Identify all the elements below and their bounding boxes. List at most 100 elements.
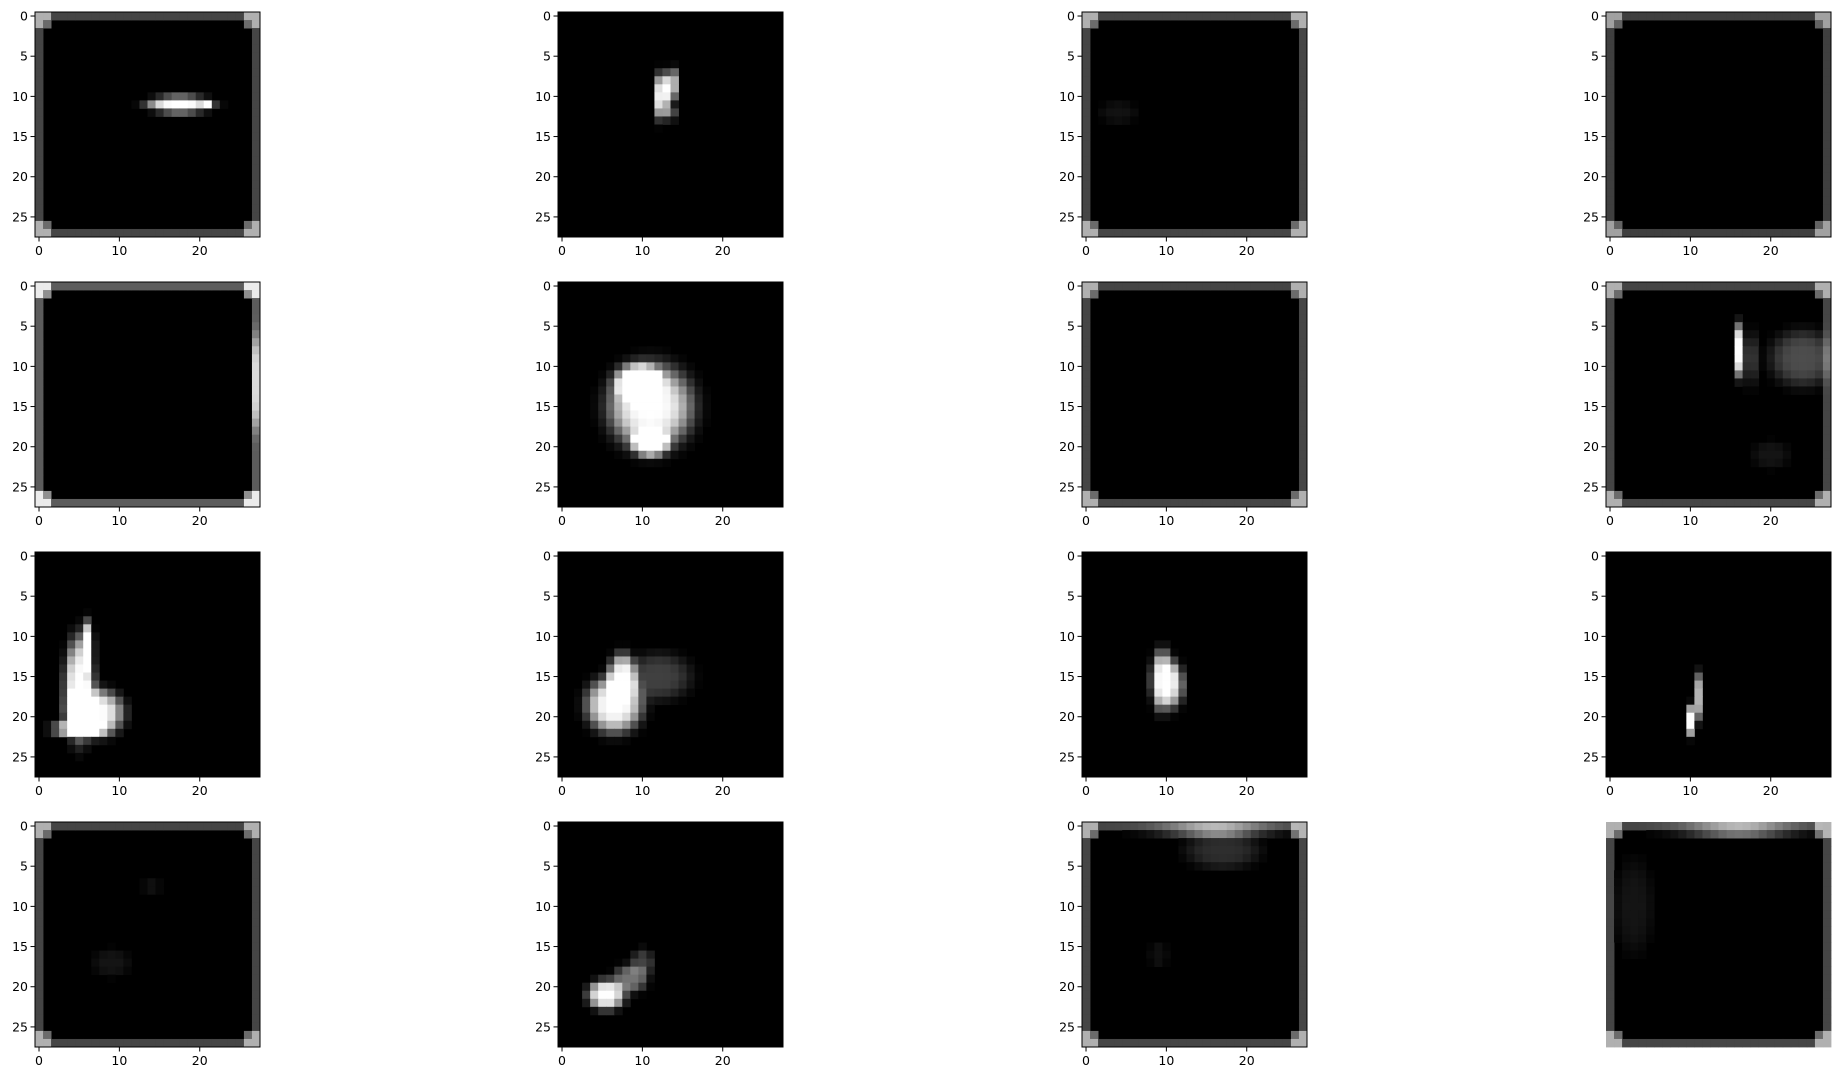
heatmap-cell	[251, 212, 261, 222]
heatmap-cell	[670, 688, 679, 698]
heatmap-background	[1606, 552, 1831, 777]
heatmap-cell	[1622, 910, 1631, 919]
heatmap-cell	[1606, 132, 1615, 141]
heatmap-cell	[1766, 338, 1776, 347]
heatmap-cell	[251, 830, 261, 839]
y-tick-label: 25	[1059, 479, 1075, 494]
heatmap-cell	[1798, 346, 1808, 355]
heatmap-cell	[1606, 314, 1615, 323]
heatmap-cell	[67, 712, 76, 722]
heatmap-cell	[1298, 298, 1308, 307]
heatmap-cell	[251, 966, 261, 976]
heatmap-cell	[35, 196, 44, 206]
heatmap-cell	[598, 434, 607, 444]
heatmap-cell	[606, 418, 615, 428]
heatmap-cell	[35, 68, 44, 77]
heatmap-cell	[1226, 854, 1236, 863]
heatmap-cell	[35, 338, 44, 347]
heatmap-cell	[155, 282, 164, 291]
heatmap-cell	[99, 958, 108, 968]
heatmap-cell	[1686, 830, 1695, 839]
heatmap-cell	[1702, 822, 1711, 831]
heatmap-cell	[654, 378, 663, 387]
heatmap-cell	[1298, 44, 1308, 53]
heatmap-cell	[1178, 704, 1187, 714]
heatmap-cell	[1298, 164, 1308, 174]
heatmap-cell	[115, 704, 124, 714]
heatmap-cell	[1702, 12, 1711, 21]
heatmap-cell	[1082, 132, 1091, 141]
heatmap-cell	[1822, 1014, 1832, 1024]
heatmap-cell	[606, 998, 615, 1008]
heatmap-cell	[1822, 322, 1832, 331]
y-tick-label: 25	[12, 1019, 28, 1034]
heatmap-cell	[115, 958, 124, 968]
heatmap-cell	[163, 822, 173, 831]
heatmap-cell	[211, 228, 221, 238]
y-tick-label: 5	[1067, 49, 1075, 64]
heatmap-cell	[646, 664, 655, 673]
heatmap-cell	[83, 744, 92, 754]
heatmap-cell	[1098, 116, 1107, 125]
heatmap-cell	[638, 346, 647, 355]
heatmap-cell	[1750, 370, 1760, 379]
heatmap-cell	[1162, 696, 1171, 706]
heatmap-cell	[1250, 12, 1260, 21]
heatmap-cell	[1750, 354, 1760, 363]
heatmap-cell	[1774, 822, 1784, 831]
heatmap-cell	[1194, 12, 1203, 21]
x-tick-label: 0	[1606, 783, 1614, 798]
heatmap-cell	[35, 378, 44, 387]
heatmap-cell	[59, 1038, 68, 1048]
axes-frame	[1605, 281, 1832, 508]
heatmap-cell	[195, 822, 205, 831]
heatmap-cell	[1090, 290, 1099, 299]
heatmap-cell	[622, 378, 631, 387]
heatmap-cell	[35, 370, 44, 379]
heatmap-cell	[646, 982, 655, 992]
y-tick-label: 10	[1583, 89, 1599, 104]
heatmap-cell	[646, 688, 655, 698]
heatmap-cell	[1250, 822, 1260, 831]
heatmap-cell	[1606, 12, 1615, 21]
heatmap-cell	[1258, 12, 1268, 21]
heatmap-cell	[99, 282, 108, 291]
heatmap-cell	[622, 688, 631, 698]
heatmap-cell	[1082, 886, 1091, 895]
heatmap-cell	[1750, 322, 1760, 331]
heatmap-cell	[1758, 450, 1768, 460]
heatmap-cell	[1606, 306, 1615, 315]
heatmap-cell	[251, 410, 261, 420]
heatmap-cell	[1790, 338, 1800, 347]
heatmap-cell	[638, 680, 647, 690]
heatmap-cell	[99, 498, 108, 508]
heatmap-cell	[1742, 498, 1752, 508]
heatmap-cell	[1138, 498, 1147, 508]
heatmap-cell	[1266, 12, 1276, 21]
heatmap-cell	[1734, 330, 1744, 339]
heatmap-cell	[662, 442, 671, 452]
heatmap-cell	[1822, 116, 1832, 125]
heatmap-cell	[1742, 822, 1752, 831]
heatmap-cell	[115, 728, 124, 738]
y-tick-label: 25	[535, 479, 551, 494]
heatmap-cell	[1638, 878, 1647, 887]
heatmap-cell	[1822, 886, 1832, 895]
heatmap-cell	[1758, 354, 1768, 363]
heatmap-cell	[1298, 20, 1308, 29]
heatmap-cell	[1298, 1022, 1308, 1032]
heatmap-cell	[1122, 228, 1131, 238]
heatmap-cell	[1210, 12, 1220, 21]
y-tick-label: 20	[535, 439, 551, 454]
heatmap-cell	[630, 450, 639, 460]
heatmap-cell	[91, 672, 100, 681]
heatmap-cell	[83, 728, 92, 738]
x-tick-label: 0	[35, 783, 43, 798]
heatmap-cell	[598, 720, 607, 730]
heatmap-cell	[662, 68, 671, 77]
heatmap-cell	[638, 648, 647, 657]
heatmap-cell	[1606, 84, 1615, 93]
heatmap-cell	[654, 124, 663, 133]
heatmap-cell	[147, 282, 156, 291]
heatmap-cell	[1242, 822, 1252, 831]
